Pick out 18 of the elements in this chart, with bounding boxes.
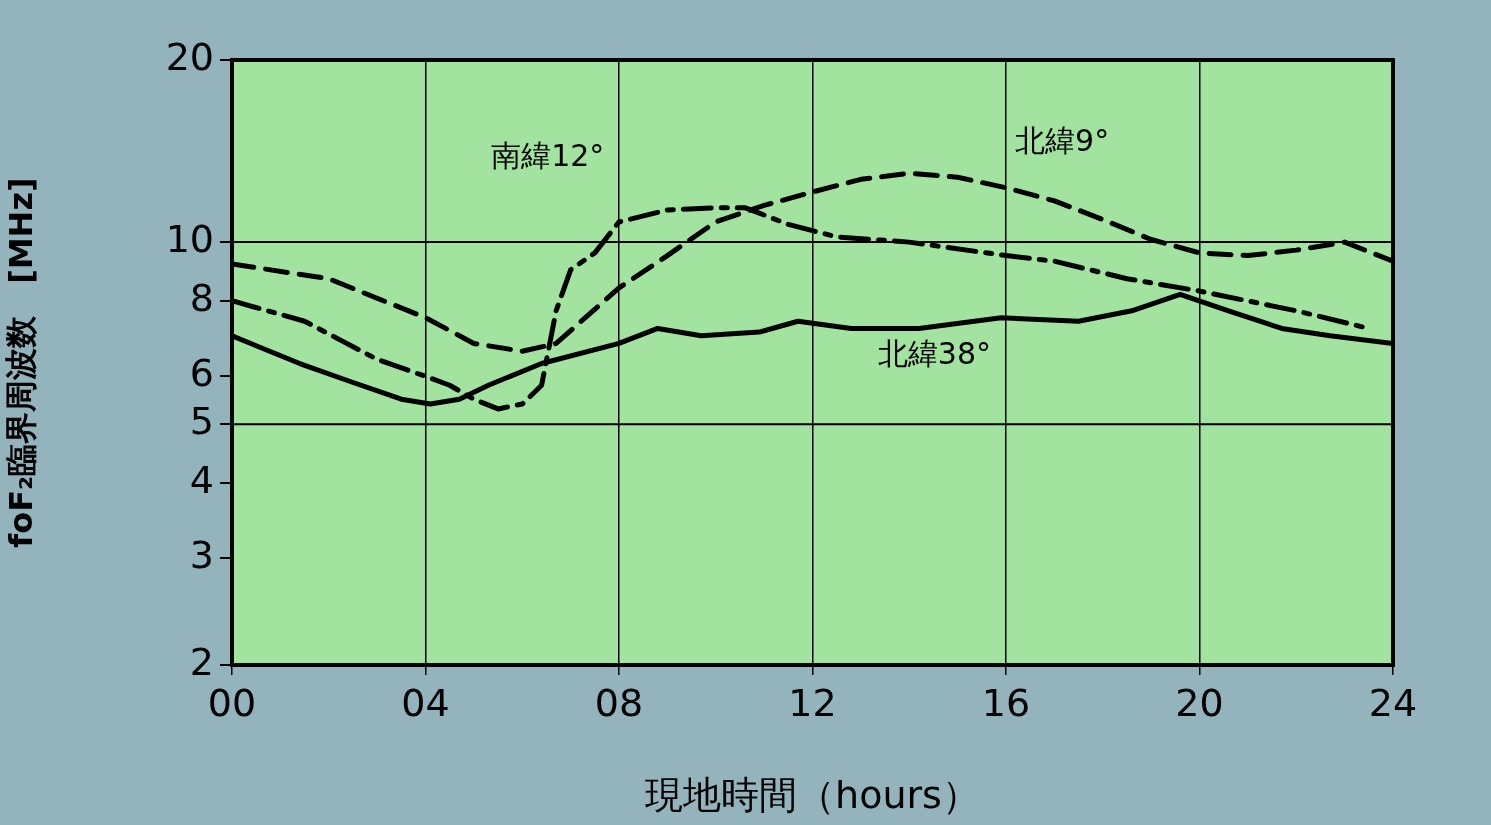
y-tick-label: 4 [189, 457, 214, 502]
y-tick-label: 8 [189, 275, 214, 320]
x-tick-label: 20 [1175, 680, 1224, 725]
x-tick-label: 08 [594, 680, 644, 725]
series-label: 北緯9° [1015, 122, 1110, 158]
y-tick-label: 20 [165, 34, 214, 79]
series-label: 南緯12° [491, 137, 605, 173]
y-tick-label: 10 [165, 217, 214, 261]
y-tick-label: 3 [189, 533, 214, 578]
x-tick-label: 24 [1368, 680, 1418, 725]
x-tick-label: 16 [981, 680, 1031, 725]
y-tick-label: 5 [189, 399, 214, 444]
series-label: 北緯38° [877, 336, 991, 372]
y-axis-title: foF₂臨界周波数 [MHz] [1, 177, 40, 548]
y-tick-label: 6 [189, 351, 214, 396]
x-tick-label: 12 [788, 680, 837, 725]
x-tick-label: 04 [401, 680, 450, 725]
x-axis-title: 現地時間（hours） [645, 773, 980, 818]
